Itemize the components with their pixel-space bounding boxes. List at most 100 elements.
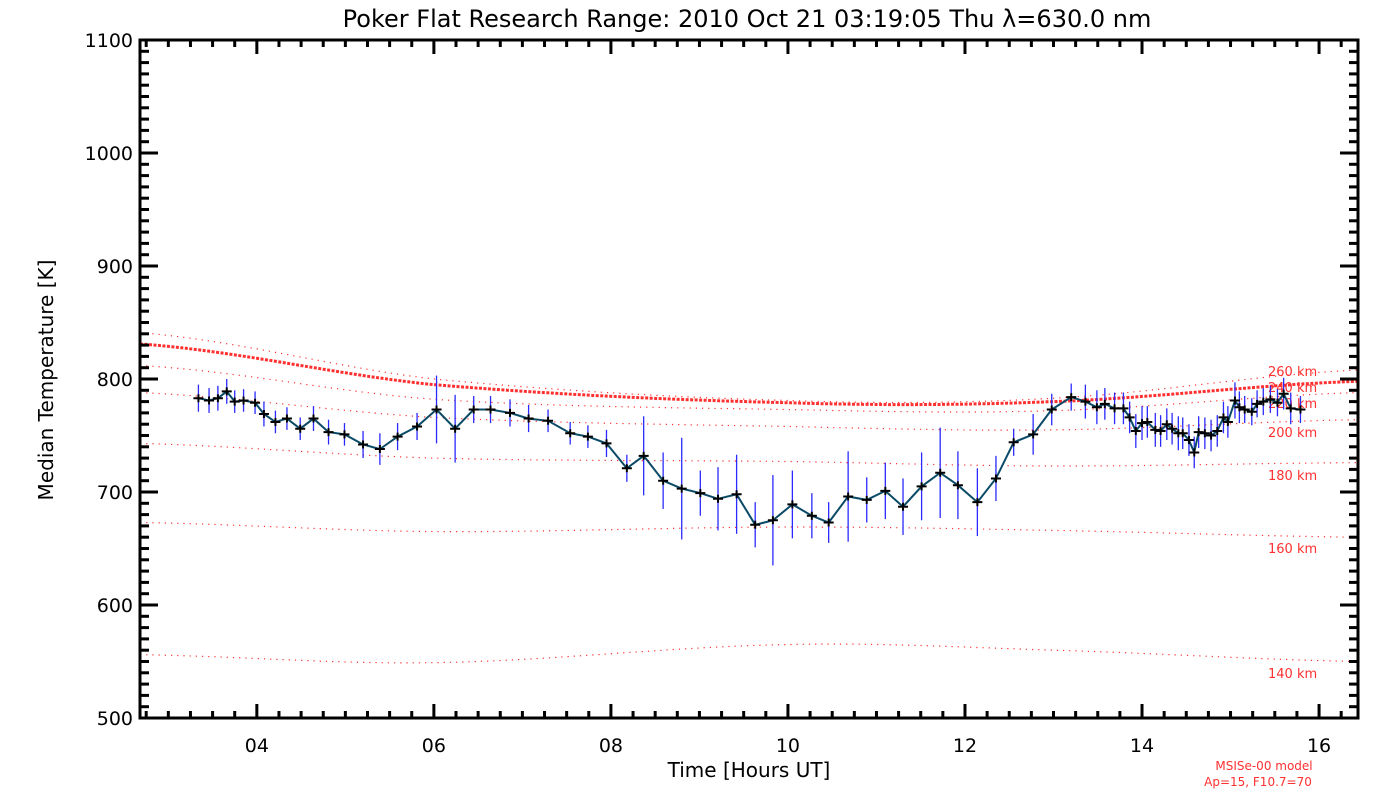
model-altitude-label: 140 km: [1268, 667, 1317, 682]
data-point: [823, 518, 834, 527]
data-point: [750, 520, 761, 529]
x-tick-label: 12: [953, 735, 977, 757]
x-axis-title: Time [Hours UT]: [667, 758, 831, 782]
data-point: [450, 424, 461, 433]
data-point: [1124, 413, 1135, 422]
data-point: [1046, 405, 1057, 414]
model-altitude-label: 260 km: [1268, 365, 1317, 380]
data-point: [358, 440, 369, 449]
data-point: [1199, 429, 1210, 438]
data-point: [787, 500, 798, 509]
model-curve-240-km: [139, 342, 1359, 407]
x-tick-label: 06: [422, 735, 446, 757]
data-point: [1130, 426, 1141, 435]
data-point: [392, 432, 403, 441]
data-point: [1212, 426, 1223, 435]
data-point: [880, 486, 891, 495]
y-tick-label: 1100: [85, 30, 133, 52]
data-point: [543, 416, 554, 425]
data-point: [1066, 393, 1077, 402]
data-point: [193, 394, 204, 403]
data-point: [1265, 395, 1276, 404]
data-point: [339, 430, 350, 439]
data-point: [972, 498, 983, 507]
data-point: [1142, 417, 1153, 426]
data-point: [695, 489, 706, 498]
data-point: [1239, 405, 1250, 414]
data-point: [1167, 424, 1178, 433]
model-altitude-label: 160 km: [1268, 542, 1317, 557]
data-point: [1193, 428, 1204, 437]
data-point: [1206, 431, 1217, 440]
model-altitude-label: 240 km: [1268, 381, 1317, 396]
data-point: [1234, 403, 1245, 412]
data-point: [221, 387, 232, 396]
data-point: [1161, 420, 1172, 429]
data-point: [1278, 389, 1289, 398]
data-point: [843, 492, 854, 501]
data-point: [1099, 399, 1110, 408]
data-point: [431, 405, 442, 414]
model-curve-260-km: [139, 332, 1359, 404]
data-point: [485, 405, 496, 414]
model-curve-220-km: [139, 364, 1359, 413]
data-point: [638, 451, 649, 460]
data-point: [565, 429, 576, 438]
data-point: [1285, 404, 1296, 413]
data-point: [861, 495, 872, 504]
y-axis-title: Median Temperature [K]: [34, 260, 58, 501]
data-point: [1295, 405, 1306, 414]
data-point: [1155, 426, 1166, 435]
data-point: [1028, 430, 1039, 439]
data-point: [1218, 413, 1229, 422]
data-point: [713, 494, 724, 503]
data-point: [1109, 404, 1120, 413]
data-point: [1183, 436, 1194, 445]
data-point: [523, 414, 534, 423]
data-point: [238, 396, 249, 405]
data-point: [374, 445, 385, 454]
data-point: [1222, 417, 1233, 426]
data-point: [204, 396, 215, 405]
data-point: [1252, 399, 1263, 408]
data-point: [1229, 396, 1240, 405]
data-point: [676, 484, 687, 493]
model-curve-140-km: [139, 643, 1359, 664]
data-point: [212, 394, 223, 403]
data-point: [468, 405, 479, 414]
model-note-line2: Ap=15, F10.7=70: [1204, 775, 1312, 789]
y-tick-label: 600: [97, 595, 133, 617]
data-point: [1177, 429, 1188, 438]
y-tick-label: 800: [97, 369, 133, 391]
data-point: [270, 417, 281, 426]
data-point: [229, 397, 240, 406]
data-point: [916, 482, 927, 491]
model-curve-160-km: [139, 521, 1359, 538]
y-tick-label: 700: [97, 482, 133, 504]
data-point: [935, 468, 946, 477]
data-point: [412, 422, 423, 431]
data-point: [1008, 438, 1019, 447]
temperature-series: [193, 375, 1306, 566]
x-tick-label: 10: [776, 735, 800, 757]
x-tick-label: 04: [245, 735, 269, 757]
model-curve-200-km: [139, 392, 1359, 431]
y-tick-label: 1000: [85, 143, 133, 165]
data-point: [1258, 397, 1269, 406]
data-point: [601, 439, 612, 448]
x-tick-label: 16: [1307, 735, 1331, 757]
data-point: [898, 502, 909, 511]
model-altitude-label: 180 km: [1268, 469, 1317, 484]
data-point: [323, 428, 334, 437]
model-altitude-label: 220 km: [1268, 397, 1317, 412]
data-point: [1272, 398, 1283, 407]
data-point: [250, 398, 261, 407]
model-curve-180-km: [139, 442, 1359, 467]
data-point: [731, 490, 742, 499]
chart-title: Poker Flat Research Range: 2010 Oct 21 0…: [343, 5, 1152, 33]
series-line: [198, 390, 1301, 526]
data-point: [295, 424, 306, 433]
y-tick-label: 500: [97, 708, 133, 730]
data-point: [1189, 448, 1200, 457]
